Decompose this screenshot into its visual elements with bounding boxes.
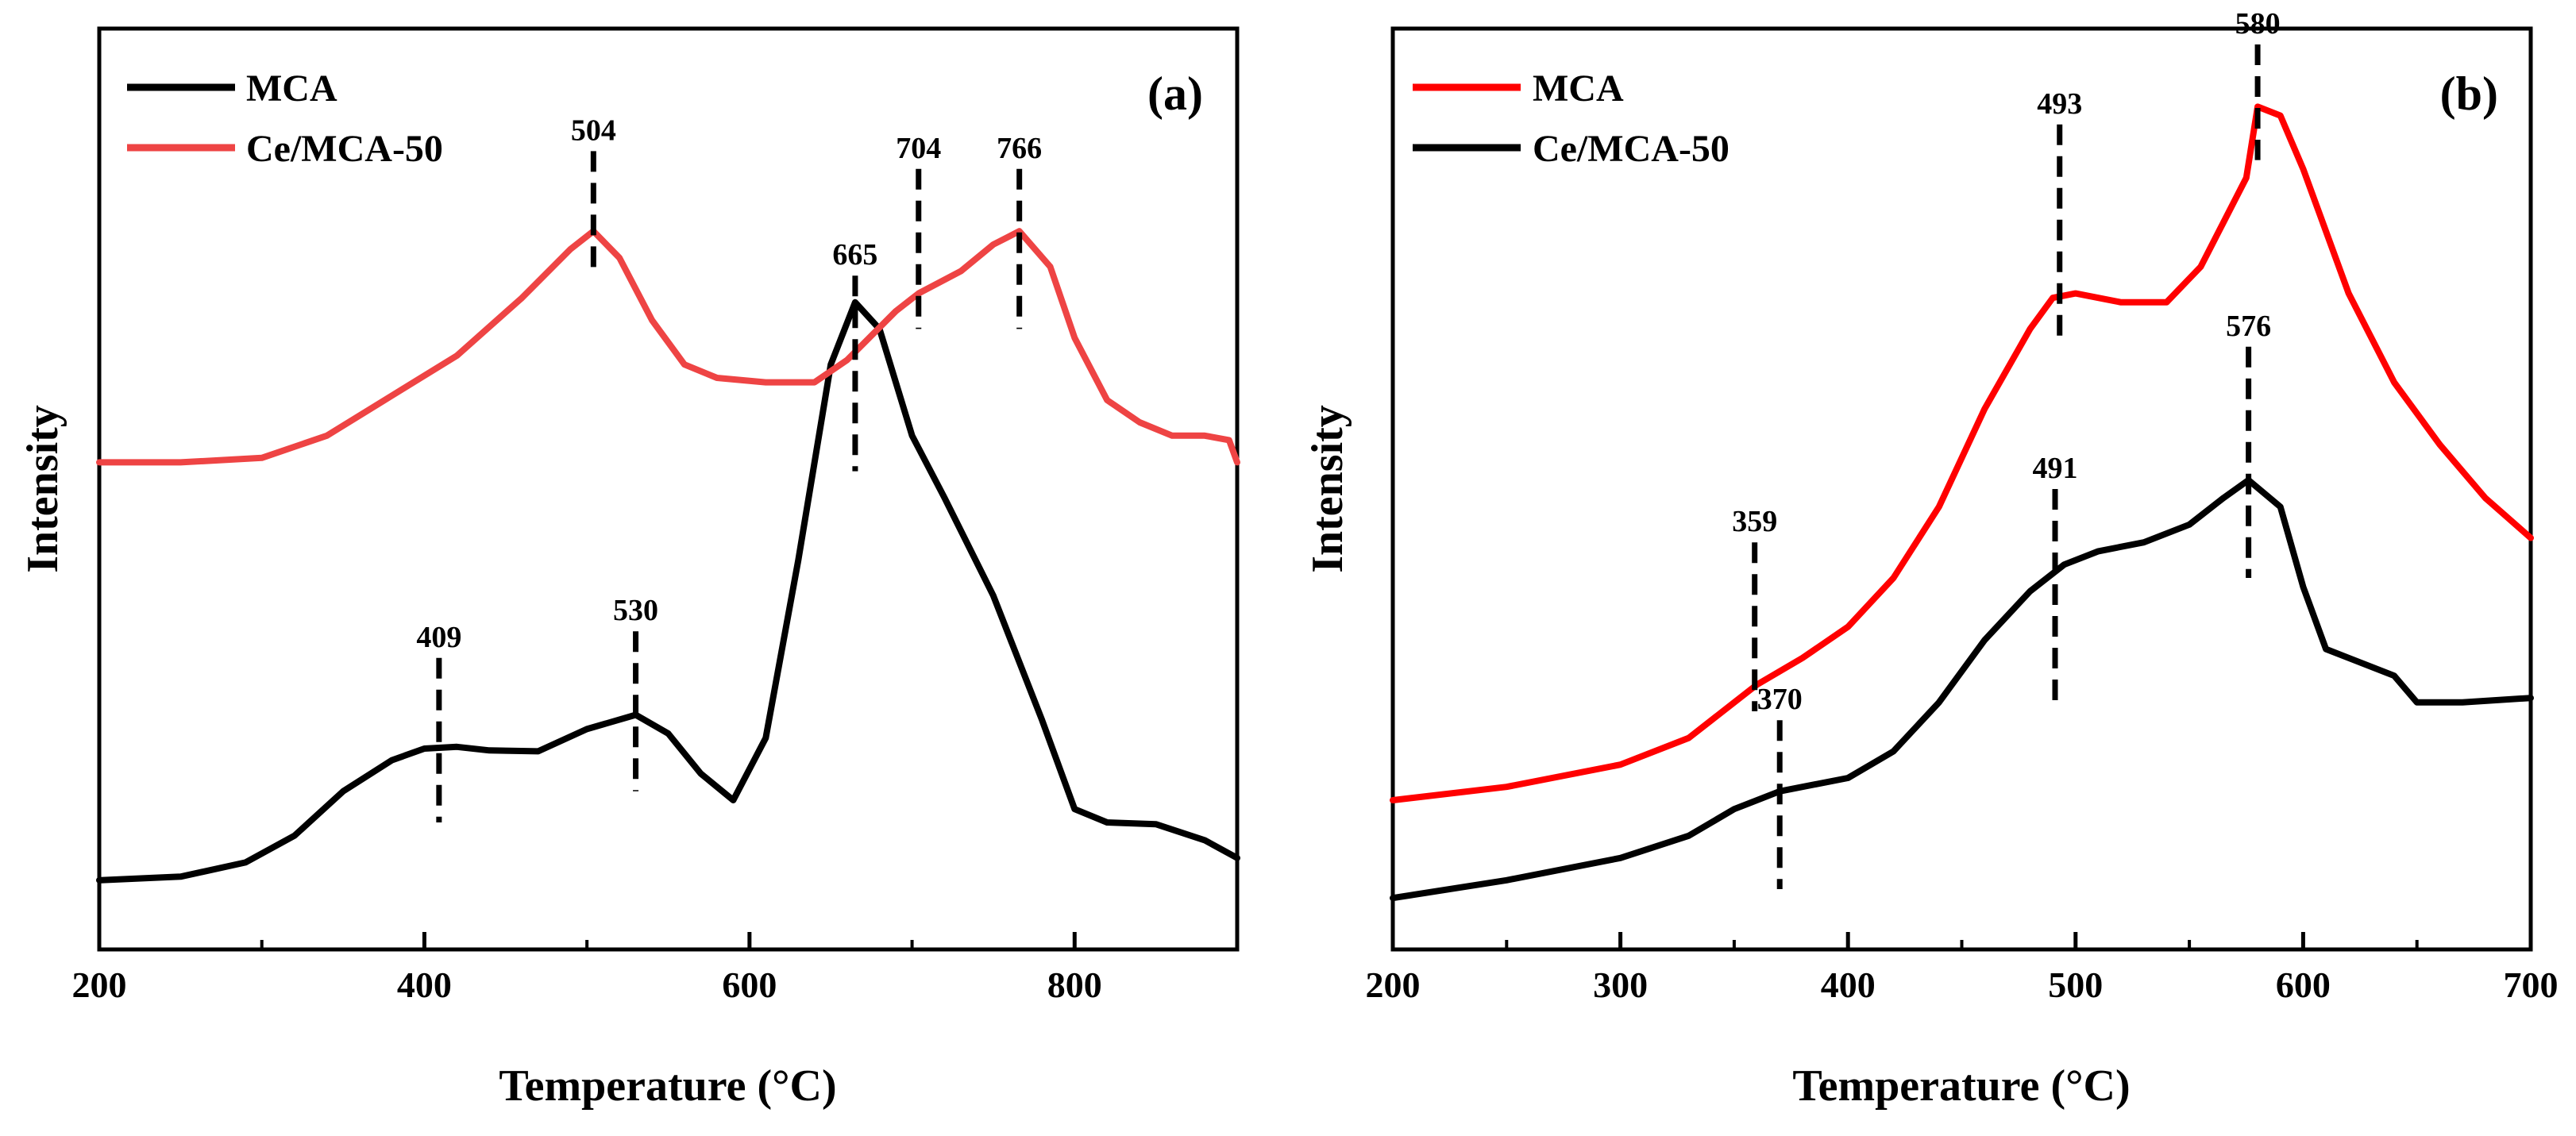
x-tick-label: 800 (1047, 965, 1102, 1005)
annotations-a: 409 530 665 504 704 766 (416, 114, 1042, 822)
chart-panel-a: 200 400 600 800 409 530 665 504 704 766 MCA Ce/M… (18, 26, 1240, 1111)
legend-label-mca-b: MCA (1533, 67, 1624, 110)
legend-b: MCA Ce/MCA-50 (1413, 67, 1730, 170)
peak-label-704: 704 (896, 132, 941, 165)
x-tick-label: 400 (1821, 965, 1876, 1005)
series-line-ce-mca-50-a (96, 228, 1240, 466)
peak-label-370: 370 (1757, 683, 1803, 716)
peak-label-491: 491 (2033, 452, 2078, 485)
x-minor-ticks-a (260, 940, 914, 949)
peak-label-530: 530 (613, 594, 658, 627)
x-minor-ticks-b (1505, 940, 2419, 949)
peak-label-504: 504 (571, 114, 616, 147)
annotations-b: 359 370 493 491 580 576 (1732, 7, 2281, 889)
legend-label-ce-mca-50-b: Ce/MCA-50 (1533, 128, 1730, 170)
peak-label-409: 409 (416, 621, 461, 654)
x-tick-label: 400 (397, 965, 452, 1005)
series-group-b (1390, 103, 2534, 902)
peak-label-580: 580 (2235, 7, 2281, 40)
x-tick-label: 500 (2048, 965, 2103, 1005)
x-tick-label: 600 (2276, 965, 2331, 1005)
panel-label-b: (b) (2440, 67, 2498, 120)
peak-label-576: 576 (2226, 310, 2271, 343)
series-line-ce-mca-50-b (1390, 476, 2534, 902)
panel-label-a: (a) (1147, 67, 1203, 120)
y-axis-label-a: Intensity (18, 405, 67, 573)
x-major-ticks-a (97, 932, 1077, 949)
legend-label-ce-mca-50-a: Ce/MCA-50 (246, 128, 443, 170)
x-axis-label-b: Temperature (°C) (1792, 1061, 2130, 1111)
y-axis-label-b: Intensity (1303, 405, 1352, 573)
chart-panel-b: 200 300 400 500 600 700 359 370 493 491 580 576 MC… (1303, 7, 2559, 1111)
plot-frame-a (97, 26, 1240, 952)
x-tick-labels-b: 200 300 400 500 600 700 (1366, 965, 2559, 1005)
x-axis-label-a: Temperature (°C) (499, 1061, 836, 1111)
series-line-mca-a (96, 298, 1240, 884)
series-line-mca-b (1390, 103, 2534, 803)
legend-label-mca-a: MCA (246, 67, 337, 110)
peak-label-493: 493 (2037, 87, 2082, 121)
peak-label-359: 359 (1732, 505, 1777, 538)
x-tick-label: 700 (2504, 965, 2559, 1005)
x-tick-label: 200 (72, 965, 127, 1005)
peak-label-665: 665 (832, 238, 877, 271)
x-tick-labels-a: 200 400 600 800 (72, 965, 1102, 1005)
series-group-a (96, 228, 1240, 884)
x-tick-label: 200 (1366, 965, 1421, 1005)
x-tick-label: 600 (722, 965, 777, 1005)
x-tick-label: 300 (1593, 965, 1648, 1005)
peak-label-766: 766 (997, 132, 1042, 165)
x-major-ticks-b (1390, 932, 2533, 949)
legend-a: MCA Ce/MCA-50 (127, 67, 443, 170)
